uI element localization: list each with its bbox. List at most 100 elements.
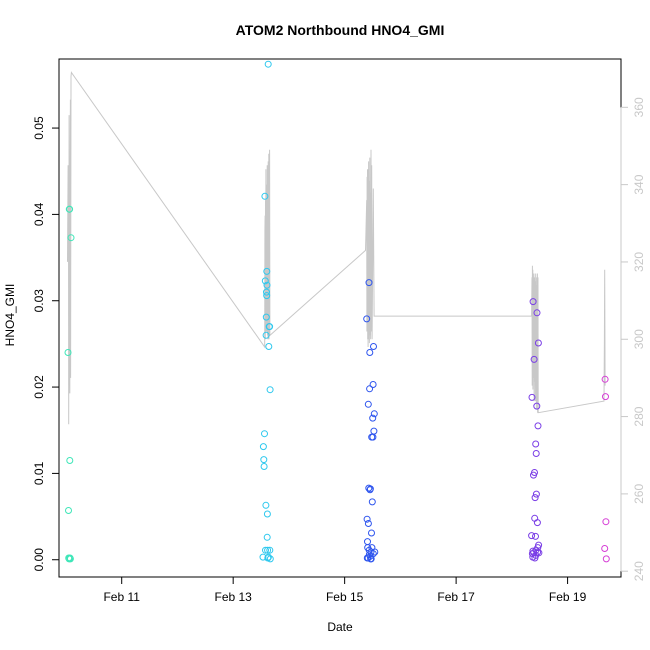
- data-point-1-19: [264, 60, 272, 68]
- y2-tick-label-6: 360: [632, 97, 646, 117]
- data-point-1-0: [259, 553, 267, 561]
- y2-tick-label-2: 280: [632, 406, 646, 426]
- data-point-3-7: [530, 355, 538, 363]
- y-tick-label-0: 0.00: [32, 548, 46, 572]
- y-tick-label-5: 0.05: [32, 116, 46, 140]
- data-point-2-28: [371, 548, 379, 556]
- data-point-2-5: [364, 400, 372, 408]
- y2-tick-label-5: 340: [632, 174, 646, 194]
- data-point-1-17: [264, 546, 272, 554]
- data-point-1-23: [266, 323, 274, 331]
- data-point-2-6: [364, 520, 372, 527]
- x-axis: Feb 11 Feb 13 Feb 15 Feb 17 Feb 19: [103, 576, 587, 604]
- data-point-0-9: [67, 234, 75, 242]
- data-point-1-21: [265, 343, 273, 350]
- y-axis-left: 0.00 0.01 0.02 0.03 0.04 0.05: [32, 116, 60, 572]
- y-axis-right: 240 260 280 300 320 340 360: [620, 97, 646, 581]
- data-point-0-8: [66, 555, 74, 563]
- data-point-1-15: [263, 533, 271, 541]
- x-axis-label: Date: [327, 620, 353, 634]
- data-point-3-14: [532, 450, 540, 457]
- data-point-2-11: [366, 349, 374, 356]
- x-tick-label-0: Feb 11: [103, 590, 140, 604]
- data-point-3-8: [531, 469, 538, 476]
- y2-tick-label-4: 320: [632, 252, 646, 272]
- data-point-1-3: [260, 463, 268, 470]
- data-point-2-25: [370, 343, 377, 350]
- data-point-1-16: [263, 510, 271, 518]
- data-point-1-14: [263, 281, 271, 289]
- data-point-2-8: [365, 279, 373, 287]
- data-point-2-13: [366, 485, 374, 493]
- data-point-3-26: [532, 551, 540, 559]
- data-point-4-4: [602, 555, 610, 563]
- data-point-2-21: [369, 414, 377, 422]
- data-point-1-4: [261, 430, 268, 438]
- data-point-1-26: [266, 555, 274, 563]
- line-segment-0-0: [67, 71, 606, 425]
- data-point-0-5: [66, 205, 74, 213]
- data-point-1-10: [262, 313, 270, 321]
- data-point-3-16: [533, 402, 541, 410]
- data-point-2-1: [363, 515, 371, 523]
- scatter-points-group: [64, 60, 610, 563]
- data-point-3-15: [532, 490, 540, 498]
- data-point-1-12: [263, 292, 271, 300]
- data-point-1-5: [261, 192, 269, 200]
- data-point-3-27: [534, 548, 542, 556]
- chart-title: ATOM2 Northbound HNO4_GMI: [236, 22, 445, 38]
- data-point-1-2: [260, 456, 268, 464]
- data-point-1-11: [263, 288, 270, 296]
- data-point-3-12: [532, 440, 540, 448]
- data-point-3-21: [534, 339, 542, 347]
- data-point-4-2: [602, 393, 609, 401]
- x-tick-label-1: Feb 13: [214, 590, 252, 604]
- data-point-1-20: [264, 553, 272, 561]
- data-point-1-24: [266, 546, 274, 554]
- data-point-2-0: [363, 315, 371, 323]
- y-tick-label-3: 0.03: [32, 289, 46, 313]
- data-point-1-9: [262, 331, 270, 339]
- data-point-1-7: [262, 546, 269, 554]
- y-tick-label-4: 0.04: [32, 202, 46, 226]
- x-tick-label-4: Feb 19: [549, 590, 587, 604]
- x-tick-label-2: Feb 15: [326, 590, 364, 604]
- data-point-3-20: [534, 422, 542, 430]
- data-point-0-0: [64, 349, 72, 356]
- y-axis-label: HNO4_GMI: [3, 284, 17, 347]
- data-point-2-20: [368, 498, 376, 506]
- y-tick-label-2: 0.02: [32, 375, 46, 399]
- data-point-3-1: [528, 393, 536, 401]
- data-point-2-10: [366, 385, 374, 393]
- data-point-3-4: [529, 298, 537, 306]
- data-point-4-1: [601, 375, 609, 383]
- y2-tick-label-3: 300: [632, 329, 646, 349]
- data-point-3-10: [531, 494, 539, 502]
- data-point-1-1: [259, 443, 267, 451]
- data-point-4-3: [602, 518, 610, 526]
- data-point-1-8: [262, 501, 270, 509]
- y2-tick-label-0: 240: [632, 561, 646, 581]
- data-point-3-22: [535, 541, 543, 549]
- data-point-3-17: [533, 309, 541, 317]
- data-point-3-11: [532, 532, 539, 540]
- data-point-3-0: [528, 532, 536, 540]
- data-point-0-1: [65, 507, 72, 514]
- y2-tick-label-1: 260: [632, 484, 646, 504]
- data-point-3-18: [533, 519, 541, 527]
- x-tick-label-3: Feb 17: [437, 590, 475, 604]
- data-point-2-30: [365, 551, 373, 559]
- data-point-0-6: [66, 457, 74, 464]
- y-tick-label-1: 0.01: [32, 461, 46, 485]
- data-point-2-26: [370, 427, 378, 435]
- data-point-1-13: [263, 267, 271, 275]
- series-line-group: [67, 71, 606, 425]
- data-point-2-17: [368, 529, 375, 537]
- data-point-2-23: [369, 381, 377, 388]
- data-point-2-31: [363, 554, 371, 562]
- data-point-4-0: [601, 545, 609, 552]
- data-point-1-6: [261, 277, 269, 285]
- data-point-1-25: [266, 386, 274, 394]
- data-point-2-2: [364, 538, 371, 546]
